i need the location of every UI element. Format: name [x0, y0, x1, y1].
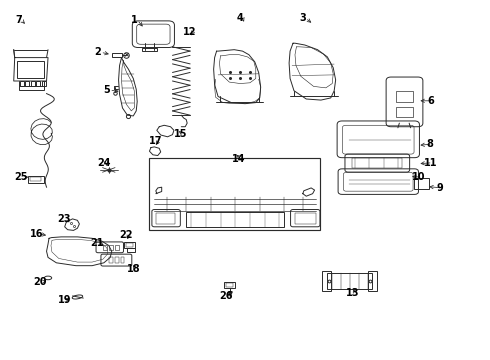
Bar [103, 245, 107, 250]
Text: 24: 24 [97, 158, 111, 168]
Text: 9: 9 [437, 183, 443, 193]
Text: 10: 10 [412, 172, 426, 182]
Bar [30, 177, 41, 181]
Text: 8: 8 [427, 139, 434, 149]
Text: 25: 25 [14, 172, 27, 182]
Bar [127, 248, 135, 252]
Bar [156, 213, 175, 224]
Bar [115, 245, 119, 250]
Bar [115, 257, 119, 263]
Bar [186, 212, 284, 227]
Bar [19, 86, 44, 90]
Bar [414, 178, 429, 189]
Bar [25, 81, 29, 86]
Text: 14: 14 [232, 154, 246, 164]
Bar [109, 257, 113, 263]
Bar [17, 61, 44, 78]
Bar [20, 81, 24, 86]
Bar [322, 271, 331, 291]
Text: 5: 5 [103, 85, 110, 95]
Text: 15: 15 [173, 129, 187, 139]
Text: 26: 26 [220, 291, 233, 301]
Text: 11: 11 [423, 158, 437, 168]
Text: 17: 17 [149, 136, 163, 146]
Text: 7: 7 [15, 15, 22, 25]
Text: 3: 3 [299, 13, 306, 23]
Bar [396, 107, 413, 117]
Bar [327, 273, 372, 289]
Bar [126, 243, 133, 247]
Bar [112, 53, 122, 57]
Text: 20: 20 [33, 276, 47, 287]
Text: 1: 1 [131, 15, 138, 25]
Bar [226, 283, 233, 287]
Text: 16: 16 [30, 229, 44, 239]
Bar [396, 91, 413, 102]
Bar [224, 282, 235, 288]
Text: 4: 4 [237, 13, 244, 23]
Bar [36, 81, 40, 86]
Text: 22: 22 [120, 230, 133, 240]
Bar [42, 81, 46, 86]
Bar [149, 158, 320, 230]
Text: 13: 13 [346, 288, 360, 298]
Bar [109, 245, 113, 250]
Bar [124, 242, 135, 248]
Text: 6: 6 [428, 96, 435, 106]
Text: 18: 18 [126, 264, 140, 274]
Bar [368, 271, 377, 291]
Bar [295, 213, 316, 224]
Text: 2: 2 [95, 47, 101, 57]
Text: 23: 23 [57, 214, 71, 224]
Bar [142, 48, 157, 51]
Bar [28, 176, 44, 183]
Bar [121, 257, 124, 263]
Bar [352, 158, 402, 168]
Bar [30, 81, 34, 86]
Text: 19: 19 [58, 294, 72, 305]
Text: 21: 21 [90, 238, 104, 248]
Text: 12: 12 [183, 27, 197, 37]
